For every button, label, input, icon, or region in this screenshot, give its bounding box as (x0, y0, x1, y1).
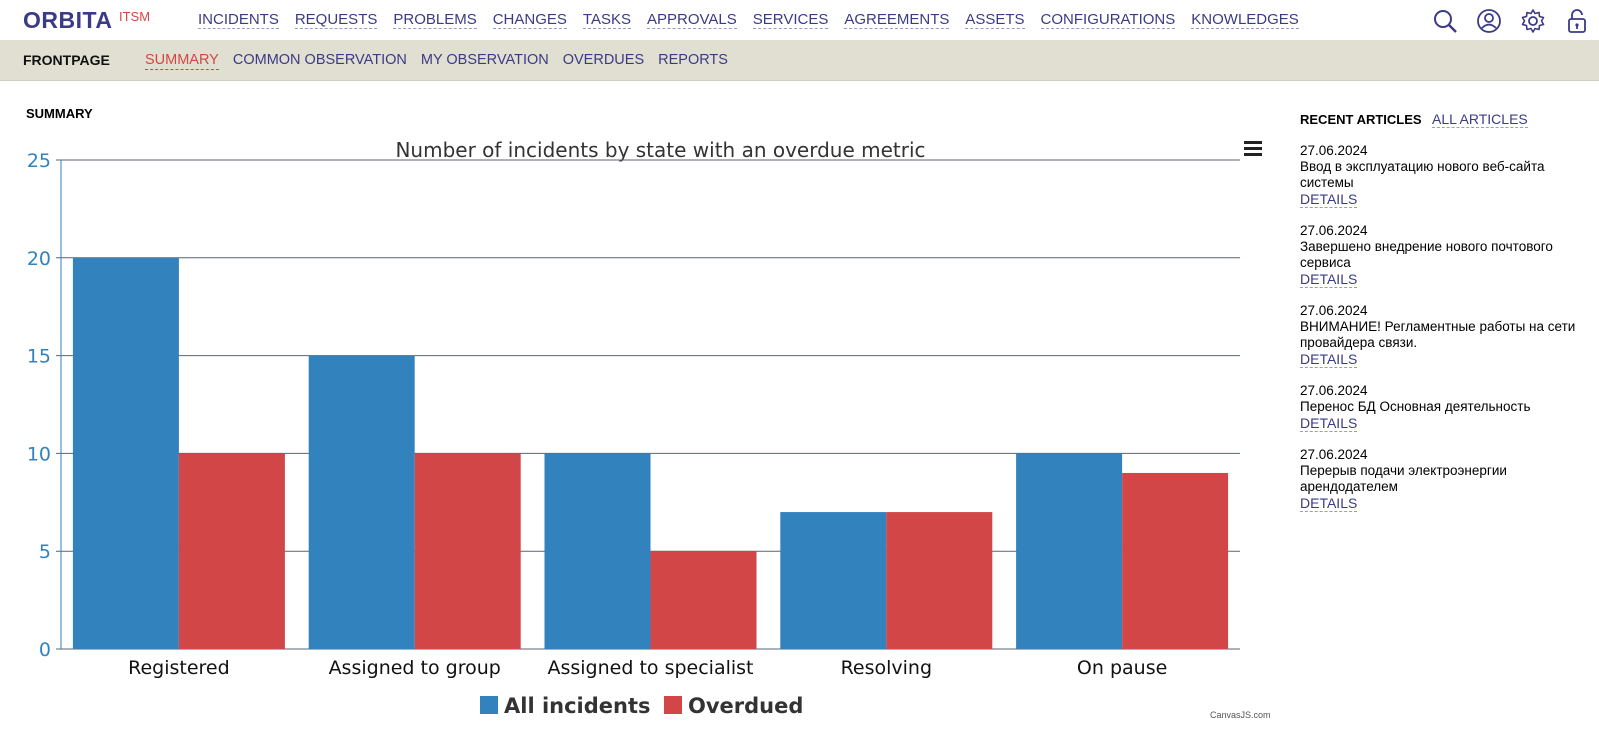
x-tick-label: Resolving (841, 657, 932, 679)
logo-subtitle: ITSM (119, 9, 151, 24)
y-tick-label: 5 (39, 541, 51, 563)
article-date: 27.06.2024 (1300, 447, 1368, 462)
nav-incidents[interactable]: INCIDENTS (198, 11, 279, 29)
x-tick-label: On pause (1077, 657, 1167, 679)
article-details-link[interactable]: DETAILS (1300, 415, 1358, 432)
nav-configurations[interactable]: CONFIGURATIONS (1040, 11, 1176, 29)
nav-tasks[interactable]: TASKS (582, 11, 631, 29)
tab-overdues[interactable]: OVERDUES (562, 52, 645, 68)
sub-bar: FRONTPAGE SUMMARY COMMON OBSERVATION MY … (0, 40, 1599, 81)
header-actions (1423, 4, 1599, 38)
bar-all-incidents (544, 453, 651, 649)
article-title: Ввод в эксплуатацию нового веб-сайта сис… (1300, 159, 1545, 190)
chart-menu-icon[interactable] (1244, 141, 1262, 157)
article-item: 27.06.2024 Завершено внедрение нового по… (1300, 223, 1590, 288)
chart-title: Number of incidents by state with an ove… (395, 138, 925, 162)
y-tick-label: 10 (27, 443, 51, 465)
x-tick-label: Assigned to specialist (547, 657, 753, 679)
incidents-chart: Number of incidents by state with an ove… (0, 125, 1271, 735)
y-tick-label: 0 (39, 639, 51, 661)
recent-articles: RECENT ARTICLES ALL ARTICLES 27.06.2024 … (1300, 111, 1590, 512)
nav-approvals[interactable]: APPROVALS (646, 11, 737, 29)
legend-label: Overdued (688, 694, 803, 718)
article-details-link[interactable]: DETAILS (1300, 351, 1358, 368)
section-title: SUMMARY (26, 106, 93, 121)
legend-label: All incidents (504, 694, 651, 718)
article-date: 27.06.2024 (1300, 383, 1368, 398)
user-icon[interactable] (1467, 4, 1511, 38)
y-tick-label: 25 (27, 150, 51, 172)
article-date: 27.06.2024 (1300, 143, 1368, 158)
article-details-link[interactable]: DETAILS (1300, 191, 1358, 208)
nav-problems[interactable]: PROBLEMS (393, 11, 477, 29)
article-details-link[interactable]: DETAILS (1300, 271, 1358, 288)
bar-all-incidents (308, 355, 415, 649)
logo-text: ORBITA (23, 7, 113, 33)
bar-all-incidents (72, 257, 179, 649)
legend-swatch (480, 696, 498, 714)
article-title: Перенос БД Основная деятельность (1300, 399, 1531, 414)
nav-requests[interactable]: REQUESTS (294, 11, 378, 29)
recent-articles-title: RECENT ARTICLES (1300, 112, 1422, 127)
lock-icon[interactable] (1555, 4, 1599, 38)
tab-reports[interactable]: REPORTS (658, 52, 728, 68)
article-title: Завершено внедрение нового почтового сер… (1300, 239, 1553, 270)
article-item: 27.06.2024 Перерыв подачи электроэнергии… (1300, 447, 1590, 512)
bar-all-incidents (1016, 453, 1123, 649)
article-title: Перерыв подачи электроэнергии арендодате… (1300, 463, 1507, 494)
nav-agreements[interactable]: AGREEMENTS (844, 11, 950, 29)
article-item: 27.06.2024 Ввод в эксплуатацию нового ве… (1300, 143, 1590, 208)
bar-overdued (414, 453, 521, 649)
page-title: FRONTPAGE (23, 52, 110, 68)
x-tick-label: Registered (128, 657, 230, 679)
bar-all-incidents (780, 512, 887, 649)
article-date: 27.06.2024 (1300, 223, 1368, 238)
article-item: 27.06.2024 ВНИМАНИЕ! Регламентные работы… (1300, 303, 1590, 368)
y-tick-label: 20 (27, 248, 51, 270)
search-icon[interactable] (1423, 4, 1467, 38)
main-nav: INCIDENTS REQUESTS PROBLEMS CHANGES TASK… (198, 11, 1315, 29)
nav-assets[interactable]: ASSETS (965, 11, 1025, 29)
chart-svg: Number of incidents by state with an ove… (27, 138, 1240, 718)
tab-summary[interactable]: SUMMARY (145, 52, 219, 70)
chart-credit[interactable]: CanvasJS.com (1210, 710, 1271, 720)
bar-overdued (178, 453, 285, 649)
app-logo[interactable]: ORBITA ITSM (23, 7, 150, 34)
tab-common-observation[interactable]: COMMON OBSERVATION (232, 52, 407, 68)
article-details-link[interactable]: DETAILS (1300, 495, 1358, 512)
article-item: 27.06.2024 Перенос БД Основная деятельно… (1300, 383, 1590, 432)
sub-nav: SUMMARY COMMON OBSERVATION MY OBSERVATIO… (145, 52, 742, 70)
top-bar: ORBITA ITSM INCIDENTS REQUESTS PROBLEMS … (0, 0, 1599, 41)
gear-icon[interactable] (1511, 4, 1555, 38)
bar-overdued (1122, 472, 1229, 649)
article-title: ВНИМАНИЕ! Регламентные работы на сети пр… (1300, 319, 1576, 350)
y-tick-label: 15 (27, 346, 51, 368)
bar-overdued (886, 512, 993, 649)
nav-services[interactable]: SERVICES (752, 11, 829, 29)
bar-overdued (650, 551, 757, 649)
all-articles-link[interactable]: ALL ARTICLES (1432, 111, 1528, 128)
tab-my-observation[interactable]: MY OBSERVATION (420, 52, 549, 68)
x-tick-label: Assigned to group (329, 657, 501, 679)
article-date: 27.06.2024 (1300, 303, 1368, 318)
nav-knowledges[interactable]: KNOWLEDGES (1191, 11, 1299, 29)
legend-swatch (664, 696, 682, 714)
nav-changes[interactable]: CHANGES (492, 11, 567, 29)
